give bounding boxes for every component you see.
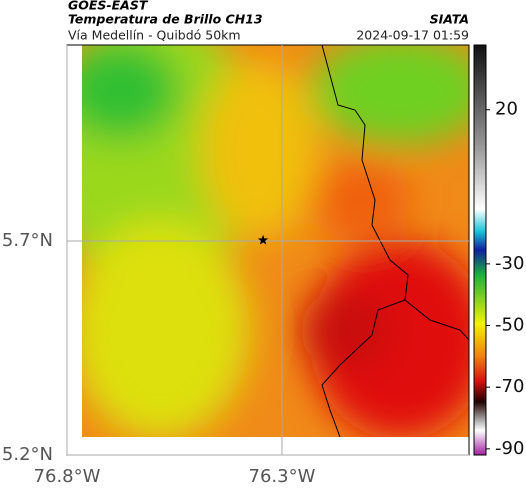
colorbar-label: 20 [495,99,518,120]
y-tick-label: 5.2°N [2,444,53,465]
region: Vía Medellín - Quibdó 50km [68,28,241,43]
source: SIATA [430,12,469,27]
x-tick-label: 76.3°W [249,466,316,487]
satellite: GOES-EAST [68,0,149,13]
datetime: 2024-09-17 01:59 [356,28,469,43]
temperature-field [82,45,469,437]
colorbar-label: -70 [495,376,524,397]
colorbar-label: -50 [495,315,524,336]
y-tick-label: 5.7°N [2,230,53,251]
colorbar-label: -30 [495,253,524,274]
colorbar [473,44,487,456]
colorbar-label: -90 [495,438,524,459]
product: Temperatura de Brillo CH13 [68,12,263,27]
location-marker [257,234,269,245]
x-tick-label: 76.8°W [34,466,101,487]
